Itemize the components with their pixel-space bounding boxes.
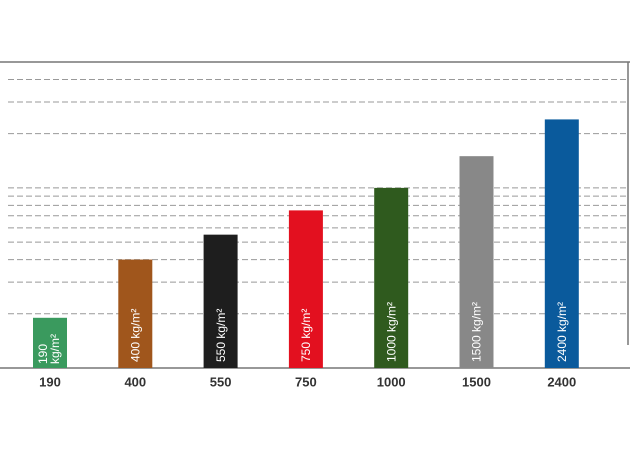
bar bbox=[118, 259, 153, 368]
value-label: 190kg/m² bbox=[36, 334, 62, 364]
x-tick-label: 190 bbox=[39, 374, 61, 389]
value-label: 400 kg/m² bbox=[128, 309, 142, 362]
value-label: 1500 kg/m² bbox=[470, 302, 484, 362]
value-label: 750 kg/m² bbox=[299, 309, 313, 362]
value-label: 550 kg/m² bbox=[214, 309, 228, 362]
bar bbox=[203, 234, 238, 368]
bar bbox=[33, 317, 67, 368]
x-tick-label: 2400 bbox=[547, 374, 576, 389]
x-tick-label: 750 bbox=[295, 374, 317, 389]
x-tick-label: 400 bbox=[124, 374, 146, 389]
x-tick-label: 1500 bbox=[462, 374, 491, 389]
bar bbox=[288, 210, 323, 368]
bar bbox=[544, 119, 579, 368]
x-tick-label: 550 bbox=[210, 374, 232, 389]
value-label: 1000 kg/m² bbox=[384, 302, 398, 362]
value-label: 2400 kg/m² bbox=[555, 302, 569, 362]
bar bbox=[374, 187, 409, 368]
x-tick-label: 1000 bbox=[377, 374, 406, 389]
bar bbox=[459, 156, 494, 368]
